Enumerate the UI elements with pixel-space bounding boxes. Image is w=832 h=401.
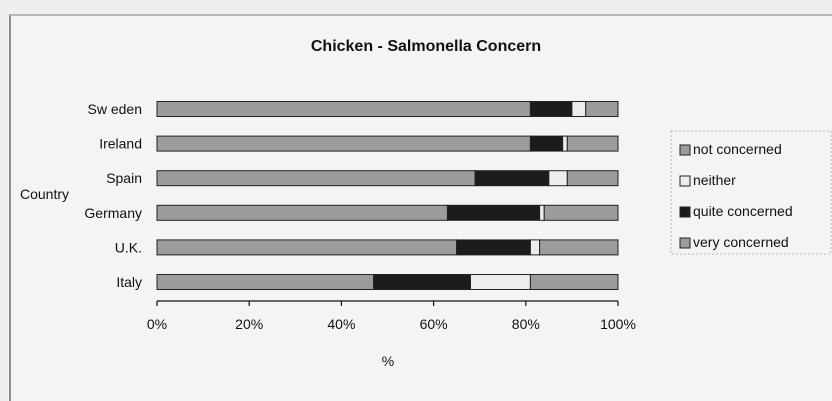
bar-segment — [529, 101, 573, 117]
bar-segment — [474, 170, 550, 187]
bar-segment — [562, 135, 568, 152]
category-label: Ireland — [99, 136, 142, 152]
bar-segment — [543, 204, 619, 221]
legend-swatch — [679, 206, 691, 218]
bar-segment — [548, 170, 568, 187]
legend: not concerned neither quite concerned very … — [670, 130, 832, 255]
legend-label: very concerned — [693, 234, 789, 250]
category-label: Spain — [106, 170, 142, 186]
legend-box — [670, 130, 832, 255]
bar-segment — [585, 101, 619, 117]
x-tick-label: 60% — [420, 316, 448, 332]
bar-segment — [571, 101, 587, 117]
category-label: U.K. — [115, 239, 142, 255]
bar-segment — [529, 274, 619, 290]
bar-segment — [156, 274, 375, 290]
x-axis: 0% 20% 40% 60% 80% 100% — [147, 300, 636, 332]
legend-swatch — [679, 237, 691, 249]
bar-segment — [156, 101, 531, 117]
bar-segment — [456, 239, 531, 256]
bar-segment — [566, 170, 619, 187]
bar-segment — [373, 274, 471, 290]
bar-segment — [539, 239, 619, 256]
legend-label: not concerned — [693, 141, 782, 157]
category-label: Germany — [84, 205, 142, 221]
category-label: Italy — [116, 274, 142, 290]
bar-segment — [156, 170, 476, 187]
bar-segment — [156, 239, 458, 256]
x-tick-label: 0% — [147, 316, 167, 332]
bar-segment — [529, 239, 541, 256]
category-labels: Sw eden Ireland Spain Germany U.K. Italy — [84, 101, 142, 290]
bar-segment — [446, 204, 541, 221]
bar-segment — [156, 204, 448, 221]
bar-segment — [156, 135, 531, 152]
x-tick-label: 20% — [235, 316, 263, 332]
y-axis-title: Country — [20, 186, 69, 202]
x-tick-label: 40% — [327, 316, 355, 332]
bar-segment — [529, 135, 564, 152]
category-label: Sw eden — [88, 101, 142, 117]
x-axis-title: % — [382, 353, 394, 369]
legend-label: quite concerned — [693, 203, 793, 219]
x-tick-label: 100% — [600, 316, 636, 332]
legend-swatch — [679, 144, 691, 156]
bar-segment — [469, 274, 531, 290]
legend-swatch — [679, 175, 691, 187]
legend-label: neither — [693, 172, 736, 188]
bar-segment — [566, 135, 619, 152]
chart-title: Chicken - Salmonella Concern — [311, 38, 541, 55]
bars-group — [156, 101, 619, 290]
bar-segment — [539, 204, 545, 221]
x-tick-label: 80% — [512, 316, 540, 332]
